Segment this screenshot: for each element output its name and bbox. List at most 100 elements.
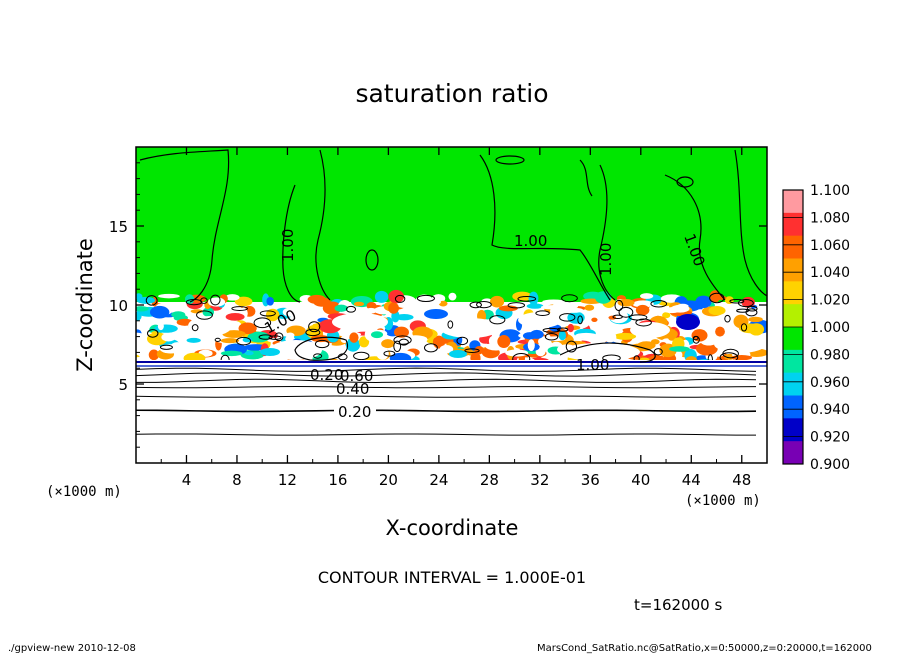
contour-line: [676, 176, 694, 188]
contour-line: [145, 295, 158, 306]
band-cell: [575, 332, 598, 339]
contour-line: [447, 320, 454, 329]
x-tick-label: 4: [182, 471, 192, 489]
band-cell: [591, 317, 598, 323]
y-axis: 5 10 15: [109, 162, 767, 448]
band-cell: [136, 306, 149, 312]
contour-line: [653, 348, 663, 356]
band-cell: [542, 299, 565, 304]
contour-line: [258, 334, 273, 340]
band-cell: [270, 340, 322, 360]
band-cell: [376, 347, 389, 360]
band-cell: [374, 290, 389, 303]
contour-line: [345, 305, 357, 313]
band-cell: [238, 322, 257, 335]
band-cell: [448, 292, 457, 301]
band-cell: [234, 296, 253, 307]
label-mask: [334, 403, 376, 419]
contour-label: 1.00: [514, 232, 547, 250]
colorbar-label: 1.000: [810, 320, 850, 336]
band-cell: [202, 307, 215, 317]
band-cell: [560, 303, 579, 310]
band-cell: [220, 338, 240, 344]
contour-label: 1.00: [576, 356, 609, 374]
contour-line: [136, 395, 757, 398]
band-cell: [260, 348, 280, 356]
colorbar-segment: [783, 258, 803, 282]
contour-line: [136, 372, 757, 377]
band-cell: [158, 293, 180, 299]
band-cell: [195, 341, 214, 352]
x-axis: 4 8 12 16 20 24 28 32 36 40 44 48: [160, 147, 751, 489]
contour-line: [274, 332, 284, 342]
band-cell: [457, 307, 468, 320]
band-cell: [714, 335, 766, 353]
contour-line: [191, 324, 199, 332]
band-cell: [358, 336, 370, 348]
contour-line: [423, 343, 438, 353]
band-cell: [307, 294, 327, 304]
contour-line: [556, 327, 569, 332]
contour-line: [745, 308, 758, 317]
band-cell: [674, 350, 683, 360]
contour-line: [253, 317, 272, 329]
contour-line: [479, 154, 611, 301]
band-cell: [424, 309, 448, 319]
contour-line: [724, 314, 731, 323]
band-cell: [244, 351, 254, 356]
band-cell: [567, 323, 574, 333]
band-cell: [222, 330, 246, 338]
footer-right: MarsCond_SatRatio.nc@SatRatio,x=0:50000,…: [537, 643, 872, 654]
contour-line: [139, 149, 230, 303]
contour-line: [365, 249, 379, 271]
y-tick-label: 5: [118, 376, 128, 394]
x-unit-label: (×1000 m): [685, 493, 761, 509]
band-cell: [225, 294, 240, 301]
band-cell: [708, 305, 726, 316]
band-cell: [449, 350, 467, 358]
band-cell: [332, 313, 388, 331]
colorbar-segment: [783, 418, 803, 442]
colorbar-label: 1.100: [810, 183, 850, 199]
contour-line: [305, 328, 321, 337]
x-tick-label: 20: [379, 471, 398, 489]
contour-line: [629, 314, 648, 321]
band-cell: [315, 304, 324, 314]
contour-line: [559, 342, 656, 363]
contour-line: [136, 433, 757, 436]
band-cell: [527, 339, 535, 352]
band-cell: [662, 312, 671, 319]
y-tick-label: 10: [109, 297, 128, 315]
y-axis-label: Z-coordinate: [73, 238, 97, 372]
contour-line: [579, 159, 593, 197]
chart-title: saturation ratio: [355, 79, 548, 108]
contour-line: [736, 308, 749, 313]
contour-line: [416, 294, 435, 303]
contour-line: [308, 321, 321, 333]
upper-contours: [139, 149, 767, 363]
contour-label: 0.20: [338, 403, 371, 421]
band-cell: [715, 326, 725, 337]
band-cell: [488, 335, 497, 347]
contour-labels: 1.00 1.00 1.00 1.00 1.00 1.00 0.60 0.40 …: [261, 229, 708, 421]
x-tick-label: 48: [732, 471, 751, 489]
contour-line: [214, 337, 221, 342]
band-cell: [282, 307, 299, 317]
band-cell: [440, 318, 500, 338]
band-cell: [490, 295, 505, 308]
colorbar-segment: [783, 327, 803, 351]
band-cell: [182, 345, 192, 351]
contour-line: [294, 336, 349, 361]
band-cell: [670, 304, 690, 313]
contour-line: [577, 315, 583, 325]
band-cell: [603, 331, 617, 343]
band-cell: [334, 304, 348, 312]
contour-line: [740, 323, 748, 332]
band-cell: [617, 299, 635, 307]
contour-label: 1.00: [597, 243, 615, 276]
colorbar-segment: [783, 349, 803, 374]
band-cell: [632, 300, 654, 308]
contour-line: [231, 306, 248, 311]
band-cell: [388, 302, 399, 314]
contour-line: [313, 353, 323, 359]
